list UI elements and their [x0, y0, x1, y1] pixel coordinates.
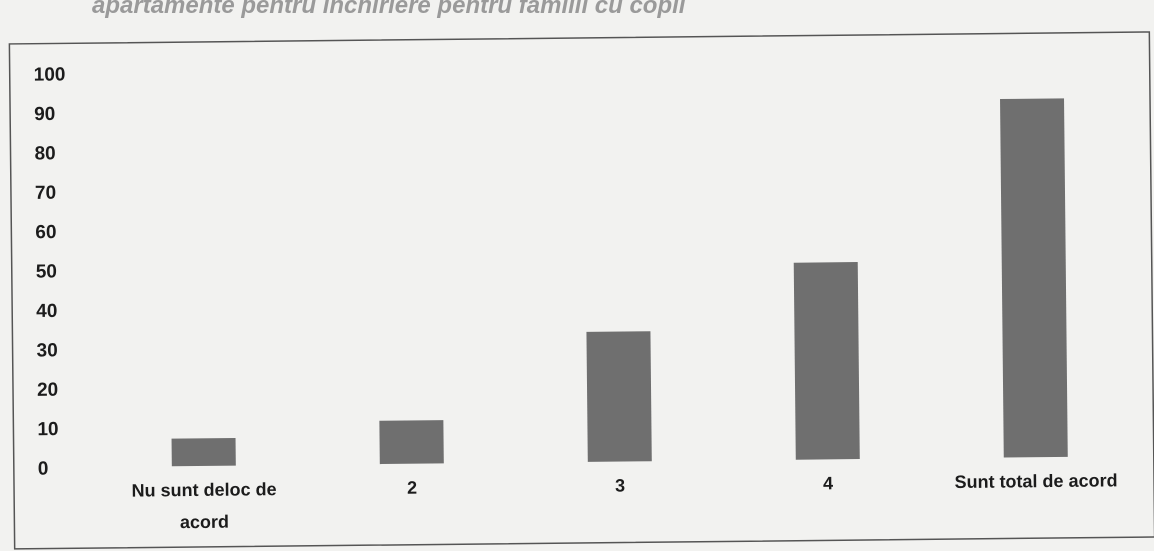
chart-caption: apartamente pentru închiriere pentru fam…	[92, 0, 686, 19]
y-tick-label: 20	[37, 380, 58, 401]
x-tick-label: Nu sunt deloc de	[131, 479, 276, 501]
y-tick-label: 30	[36, 340, 57, 361]
y-tick-label: 60	[35, 222, 56, 243]
bar	[1000, 98, 1068, 458]
y-tick-label: 10	[37, 419, 58, 440]
chart-border	[8, 31, 1154, 550]
bar	[171, 438, 236, 467]
y-tick-label: 0	[38, 459, 49, 480]
x-tick-label: 3	[615, 476, 625, 496]
y-tick-label: 100	[34, 64, 66, 85]
bar	[793, 262, 860, 460]
y-tick-label: 70	[35, 183, 56, 204]
x-tick-label: acord	[180, 512, 229, 533]
bar	[586, 331, 652, 462]
x-tick-label: 4	[823, 473, 833, 493]
y-axis-ticks: 0 10 20 30 40 50 60 70 80 90 100	[34, 64, 66, 480]
x-axis-labels: Nu sunt deloc de acord 2 3 4 Sunt total de ac…	[131, 470, 1117, 533]
y-tick-label: 40	[36, 301, 57, 322]
x-tick-label: 2	[407, 478, 417, 498]
x-tick-label: Sunt total de acord	[954, 470, 1117, 492]
y-tick-label: 50	[36, 261, 57, 282]
bars	[171, 98, 1068, 467]
y-tick-label: 80	[34, 143, 55, 164]
bar	[379, 420, 444, 465]
y-tick-label: 90	[34, 104, 55, 125]
